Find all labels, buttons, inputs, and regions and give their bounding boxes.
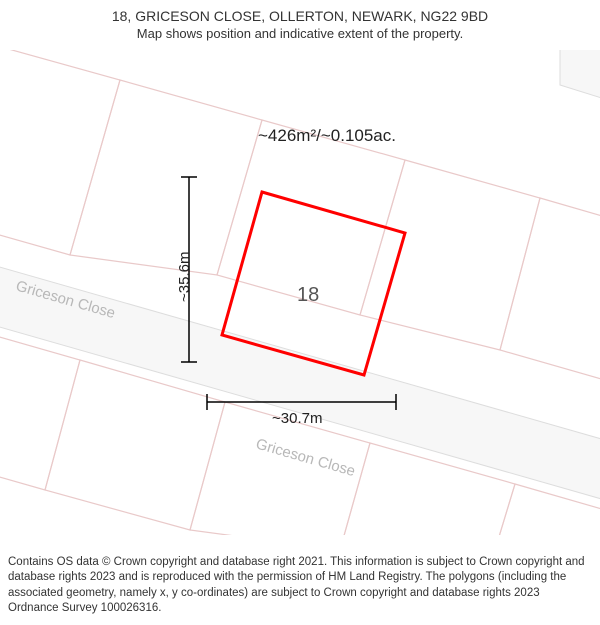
parcel-0: [0, 50, 120, 255]
page-title: 18, GRICESON CLOSE, OLLERTON, NEWARK, NG…: [10, 8, 590, 24]
map-canvas: Griceson CloseGriceson Close ~426m²/~0.1…: [0, 50, 600, 535]
parcel-1: [70, 80, 262, 275]
road-label-1: Griceson Close: [254, 436, 357, 481]
area-label: ~426m²/~0.105ac.: [258, 126, 396, 146]
parcel-4: [500, 198, 600, 390]
plot-number: 18: [297, 284, 319, 307]
road-1: [560, 50, 600, 110]
page-subtitle: Map shows position and indicative extent…: [10, 26, 590, 41]
height-dimension-label: ~35.6m: [176, 252, 193, 302]
width-dimension-label: ~30.7m: [272, 410, 322, 427]
parcel-3: [360, 160, 540, 350]
parcel-6: [45, 360, 225, 530]
copyright-footer: Contains OS data © Crown copyright and d…: [0, 549, 600, 625]
